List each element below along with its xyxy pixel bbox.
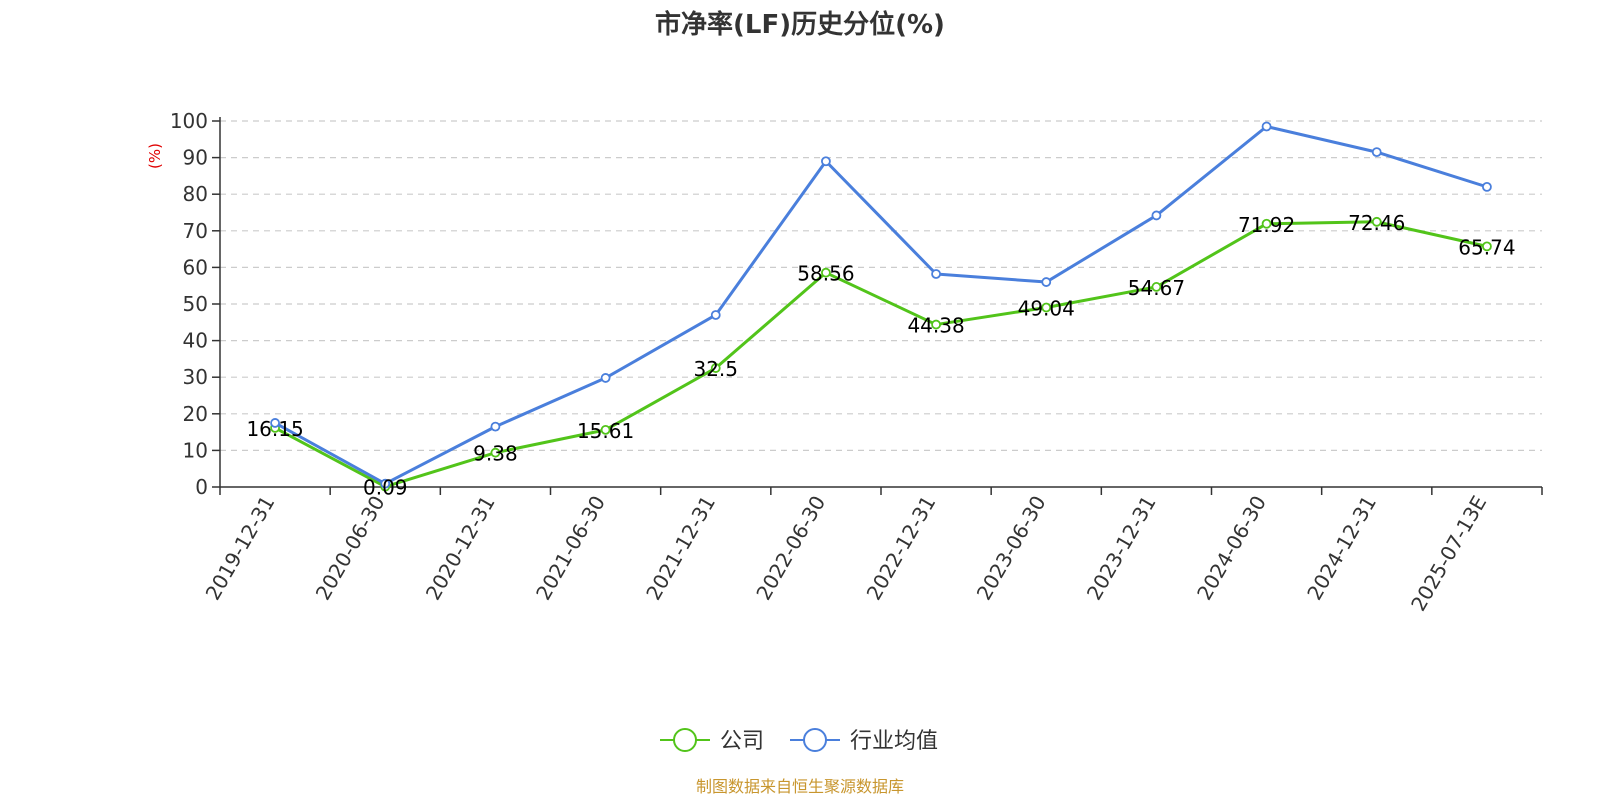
data-label: 44.38 bbox=[907, 314, 964, 338]
data-point[interactable] bbox=[821, 267, 831, 278]
legend-marker[interactable] bbox=[673, 728, 697, 752]
data-label: 32.5 bbox=[693, 357, 738, 381]
y-tick-label: 10 bbox=[183, 438, 208, 462]
data-point[interactable] bbox=[490, 421, 501, 432]
y-axis-label: (%) bbox=[146, 143, 164, 169]
data-label: 0.09 bbox=[363, 476, 408, 500]
x-tick-label: 2020-12-31 bbox=[421, 491, 500, 604]
y-tick-label: 100 bbox=[170, 109, 208, 133]
legend[interactable]: 公司 行业均值 bbox=[660, 728, 938, 754]
y-tick-label: 80 bbox=[183, 182, 208, 206]
x-tick-label: 2022-12-31 bbox=[862, 491, 941, 604]
data-labels: 16.15 0.09 9.38 15.61 32.5 58.56 44.38 49.04 54.… bbox=[246, 211, 1515, 500]
series-line-2 bbox=[274, 124, 1488, 486]
data-point[interactable] bbox=[931, 319, 941, 330]
x-tick-label: 2022-06-30 bbox=[751, 492, 830, 605]
data-point[interactable] bbox=[710, 310, 721, 320]
x-tick-label: 2021-12-31 bbox=[641, 492, 720, 605]
x-tick-label: 2024-12-31 bbox=[1302, 492, 1381, 605]
x-tick-label: 2019-12-31 bbox=[201, 492, 280, 605]
data-point[interactable] bbox=[1151, 210, 1162, 221]
axes bbox=[212, 117, 1543, 495]
data-point[interactable] bbox=[710, 363, 721, 373]
y-tick-label: 0 bbox=[195, 475, 208, 499]
data-point[interactable] bbox=[490, 447, 501, 458]
data-label: 71.92 bbox=[1238, 213, 1295, 237]
data-point[interactable] bbox=[1482, 181, 1492, 192]
chart-title: 市净率(LF)历史分位(%) bbox=[655, 9, 945, 40]
y-tick-label: 40 bbox=[183, 329, 208, 353]
data-point[interactable] bbox=[380, 478, 391, 489]
y-tick-label: 60 bbox=[183, 255, 208, 279]
data-label: 9.38 bbox=[473, 442, 518, 466]
data-label: 49.04 bbox=[1018, 297, 1075, 321]
series-line-1 bbox=[274, 220, 1488, 489]
y-tick-label: 70 bbox=[183, 219, 208, 243]
legend-label[interactable]: 公司 bbox=[720, 729, 764, 754]
x-tick-label: 2025-07-13E bbox=[1406, 492, 1491, 616]
data-point[interactable] bbox=[600, 424, 611, 435]
x-tick-label: 2023-12-31 bbox=[1082, 492, 1161, 605]
y-tick-label: 20 bbox=[183, 402, 208, 426]
x-tick-label: 2024-06-30 bbox=[1192, 492, 1271, 605]
x-tick-label: 2021-06-30 bbox=[531, 492, 610, 605]
y-tick-labels: 0 10 20 30 40 50 60 70 80 90 100 bbox=[170, 109, 208, 499]
data-point[interactable] bbox=[821, 156, 831, 167]
x-tick-labels: 2019-12-31 2020-06-30 2020-12-31 2021-06-30… bbox=[201, 491, 1492, 615]
data-point[interactable] bbox=[1482, 241, 1492, 252]
data-point[interactable] bbox=[931, 269, 941, 279]
data-label: 15.61 bbox=[577, 419, 634, 443]
data-label: 16.15 bbox=[246, 417, 303, 441]
data-point[interactable] bbox=[1371, 216, 1382, 227]
x-tick-label: 2020-06-30 bbox=[311, 492, 390, 605]
data-label: 58.56 bbox=[797, 262, 854, 286]
data-point[interactable] bbox=[1151, 282, 1162, 292]
data-label: 72.46 bbox=[1348, 211, 1405, 235]
data-point[interactable] bbox=[270, 418, 280, 428]
legend-label[interactable]: 行业均值 bbox=[850, 729, 938, 754]
y-tick-label: 90 bbox=[183, 146, 208, 170]
data-label: 65.74 bbox=[1458, 235, 1515, 259]
data-point[interactable] bbox=[1041, 302, 1052, 313]
y-tick-label: 30 bbox=[183, 365, 208, 389]
grid-lines bbox=[220, 120, 1542, 451]
data-label: 54.67 bbox=[1128, 276, 1185, 300]
data-point[interactable] bbox=[1041, 277, 1052, 287]
data-point[interactable] bbox=[1261, 121, 1272, 132]
data-point[interactable] bbox=[600, 373, 611, 383]
y-tick-label: 50 bbox=[183, 292, 208, 316]
series-group bbox=[270, 121, 1492, 492]
source-note: 制图数据来自恒生聚源数据库 bbox=[696, 777, 904, 796]
legend-marker[interactable] bbox=[803, 728, 827, 752]
data-point[interactable] bbox=[1261, 218, 1272, 229]
data-point[interactable] bbox=[1371, 147, 1382, 158]
x-tick-label: 2023-06-30 bbox=[972, 492, 1051, 605]
